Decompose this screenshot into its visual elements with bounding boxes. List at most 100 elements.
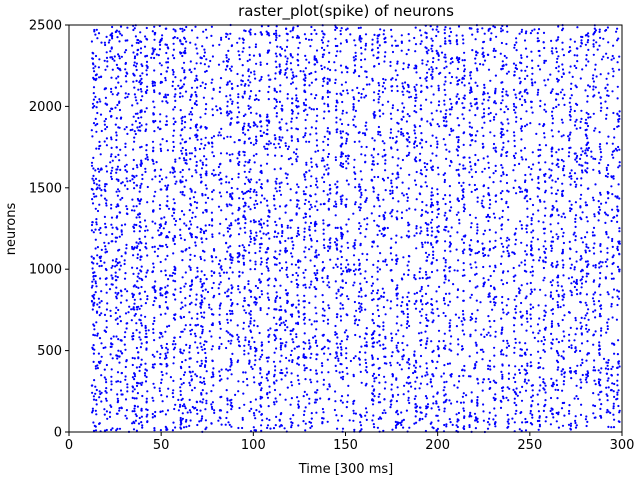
spike-point bbox=[449, 244, 452, 247]
spike-point bbox=[278, 182, 281, 185]
spike-point bbox=[249, 190, 252, 193]
spike-point bbox=[359, 196, 362, 199]
spike-point bbox=[243, 349, 246, 352]
spike-point bbox=[376, 224, 379, 227]
spike-point bbox=[444, 229, 447, 232]
spike-point bbox=[229, 399, 232, 402]
spike-point bbox=[284, 319, 288, 322]
spike-point bbox=[181, 138, 184, 141]
spike-point bbox=[278, 309, 281, 312]
spike-point bbox=[217, 63, 221, 66]
spike-point bbox=[132, 334, 135, 338]
spike-point bbox=[389, 300, 393, 303]
spike-point bbox=[406, 83, 409, 86]
spike-point bbox=[253, 429, 256, 432]
spike-point bbox=[383, 234, 386, 237]
spike-point bbox=[323, 238, 326, 241]
spike-point bbox=[146, 413, 149, 416]
spike-point bbox=[461, 323, 464, 326]
spike-point bbox=[320, 46, 324, 50]
spike-point bbox=[474, 419, 477, 422]
spike-point bbox=[254, 303, 257, 306]
spike-point bbox=[390, 388, 393, 391]
spike-point bbox=[471, 317, 474, 320]
spike-point bbox=[105, 319, 108, 323]
spike-point bbox=[449, 266, 452, 269]
spike-point bbox=[476, 285, 479, 288]
spike-point bbox=[468, 425, 471, 429]
spike-point bbox=[275, 36, 278, 39]
spike-point bbox=[252, 143, 255, 146]
spike-point bbox=[258, 358, 261, 361]
spike-point bbox=[218, 322, 222, 325]
spike-point bbox=[174, 99, 177, 102]
spike-point bbox=[260, 387, 263, 390]
spike-point bbox=[179, 228, 182, 231]
spike-point bbox=[415, 67, 418, 70]
spike-point bbox=[424, 292, 428, 295]
spike-point bbox=[286, 57, 289, 60]
spike-point bbox=[341, 378, 344, 381]
spike-point bbox=[144, 326, 147, 329]
spike-point bbox=[104, 222, 107, 225]
spike-point bbox=[450, 206, 453, 209]
spike-point bbox=[443, 124, 446, 127]
spike-point bbox=[242, 371, 245, 374]
spike-point bbox=[494, 164, 497, 167]
spike-point bbox=[414, 307, 418, 310]
spike-point bbox=[328, 247, 331, 250]
spike-point bbox=[323, 76, 326, 79]
spike-point bbox=[458, 222, 461, 225]
spike-point bbox=[315, 94, 318, 97]
spike-point bbox=[456, 80, 459, 83]
spike-point bbox=[220, 342, 223, 346]
spike-point bbox=[153, 285, 156, 288]
spike-point bbox=[165, 61, 168, 64]
spike-point bbox=[195, 375, 198, 378]
spike-point bbox=[425, 76, 428, 79]
spike-point bbox=[406, 322, 409, 325]
spike-point bbox=[339, 302, 342, 305]
spike-point bbox=[284, 329, 287, 332]
spike-point bbox=[377, 260, 380, 263]
spike-point bbox=[138, 202, 141, 205]
spike-point bbox=[303, 173, 306, 176]
spike-point bbox=[279, 337, 282, 341]
spike-point bbox=[304, 118, 307, 122]
spike-point bbox=[144, 242, 148, 245]
spike-point bbox=[379, 28, 382, 31]
spike-point bbox=[339, 132, 342, 135]
spike-point bbox=[313, 255, 317, 258]
spike-point bbox=[199, 306, 202, 309]
spike-point bbox=[203, 273, 206, 277]
spike-point bbox=[275, 32, 278, 35]
spike-point bbox=[249, 347, 252, 350]
spike-point bbox=[211, 151, 214, 154]
spike-point bbox=[500, 255, 503, 258]
spike-point bbox=[183, 403, 186, 406]
spike-point bbox=[463, 74, 466, 77]
spike-point bbox=[172, 28, 175, 31]
spike-point bbox=[114, 86, 117, 89]
spike-point bbox=[146, 201, 149, 204]
spike-point bbox=[435, 34, 438, 38]
spike-point bbox=[230, 287, 233, 290]
spike-point bbox=[260, 429, 263, 432]
spike-point bbox=[372, 372, 376, 375]
spike-point bbox=[382, 321, 385, 324]
spike-point bbox=[308, 397, 311, 400]
spike-point bbox=[424, 270, 427, 274]
spike-point bbox=[303, 84, 306, 87]
spike-point bbox=[482, 419, 485, 422]
spike-point bbox=[152, 120, 155, 123]
spike-point bbox=[116, 36, 119, 39]
spike-point bbox=[376, 304, 379, 307]
spike-point bbox=[377, 314, 380, 318]
spike-point bbox=[237, 390, 240, 393]
spike-point bbox=[91, 409, 94, 412]
spike-point bbox=[436, 143, 439, 146]
spike-point bbox=[126, 290, 129, 293]
spike-point bbox=[354, 51, 357, 54]
spike-point bbox=[326, 284, 329, 287]
